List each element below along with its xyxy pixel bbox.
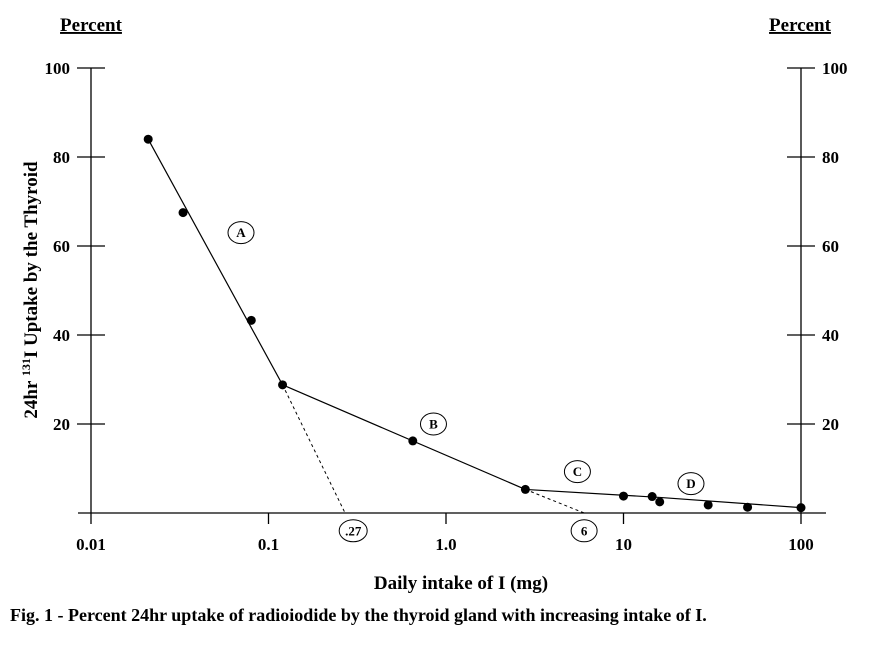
data-point: [619, 491, 628, 501]
trend-segment: [525, 488, 660, 499]
right-percent-header: Percent: [769, 15, 832, 36]
annotation-circle: [227, 221, 255, 245]
svg-text:24hr 131I Uptake by the Thyroi: 24hr 131I Uptake by the Thyroid: [19, 161, 42, 419]
left-y-tick-label: 100: [45, 59, 71, 78]
data-point: [246, 315, 256, 325]
data-point: [647, 492, 657, 502]
x-tick-label: 10: [615, 535, 632, 554]
data-points: [143, 134, 806, 513]
annotation-circle: [419, 412, 447, 436]
x-tick-label: 0.01: [76, 535, 106, 554]
figure-caption: Fig. 1 - Percent 24hr uptake of radioiod…: [10, 605, 707, 625]
axes: 20 20 40 40 60 60 80 80 100 100 0.01 0.1 1.0 10 100: [45, 59, 848, 554]
trend-segment: [282, 384, 526, 490]
right-y-tick-label: 60: [822, 237, 839, 256]
annotation-C: C: [563, 460, 591, 484]
plot-lines: [147, 138, 802, 514]
annotation-D: D: [677, 472, 705, 496]
data-point: [796, 503, 806, 513]
left-y-tick-label: 60: [53, 237, 70, 256]
data-point: [178, 208, 188, 218]
annotation-circle: [563, 460, 591, 484]
annotation-label: 6: [581, 523, 588, 538]
dashed-extrapolation: [282, 384, 346, 514]
y-axis-title: 24hr 131I Uptake by the Thyroid: [19, 161, 42, 419]
annotation-label: B: [429, 417, 438, 432]
data-point: [655, 497, 665, 507]
data-point: [408, 436, 418, 446]
data-point: [703, 500, 713, 510]
annotation-B: B: [419, 412, 447, 436]
annotation-p27: .27: [338, 519, 368, 543]
annotation-circle: [570, 519, 598, 543]
x-tick-label: 100: [788, 535, 814, 554]
y-axis-title-part-2: I Uptake by the Thyroid: [21, 161, 42, 358]
annotations: A B C D .27 6: [227, 221, 705, 543]
annotation-label: .27: [345, 523, 362, 538]
x-axis-title: Daily intake of I (mg): [374, 573, 548, 594]
annotation-label: C: [573, 464, 582, 479]
annotation-6: 6: [570, 519, 598, 543]
annotation-circle: [338, 519, 368, 543]
y-axis-title-part-1: 24hr: [21, 376, 42, 418]
trend-segment: [659, 496, 802, 509]
left-y-tick-label: 20: [53, 415, 70, 434]
data-point: [520, 484, 530, 494]
x-tick-label: 1.0: [435, 535, 456, 554]
annotation-label: D: [686, 476, 695, 491]
data-point: [743, 502, 753, 512]
dashed-extrapolation: [525, 488, 585, 514]
uptake-chart: Percent Percent 24hr 131I Uptake by the …: [19, 15, 848, 594]
annotation-label: A: [236, 225, 246, 240]
right-y-tick-label: 80: [822, 148, 839, 167]
right-y-tick-label: 20: [822, 415, 839, 434]
right-y-tick-label: 40: [822, 326, 839, 345]
x-tick-label: 0.1: [258, 535, 279, 554]
y-axis-title-superscript: 131: [19, 358, 33, 376]
left-y-tick-label: 80: [53, 148, 70, 167]
trend-segment: [147, 138, 284, 386]
left-percent-header: Percent: [60, 15, 123, 36]
right-y-tick-label: 100: [822, 59, 848, 78]
annotation-circle: [677, 472, 705, 496]
data-point: [278, 380, 288, 390]
left-y-tick-label: 40: [53, 326, 70, 345]
annotation-A: A: [227, 221, 255, 245]
data-point: [143, 134, 153, 144]
